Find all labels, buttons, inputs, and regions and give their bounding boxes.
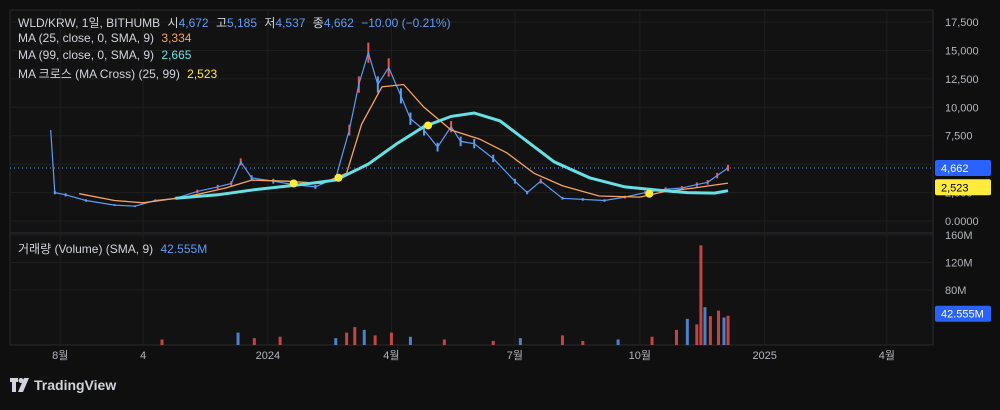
ma99-value: 2,665 bbox=[161, 48, 192, 62]
price-pane[interactable] bbox=[10, 10, 933, 233]
open-value: 4,672 bbox=[178, 16, 209, 30]
volume-bar[interactable] bbox=[695, 324, 699, 345]
volume-bar[interactable] bbox=[362, 329, 366, 345]
ma-cross-badge: 2,523 bbox=[941, 182, 969, 194]
ma25-line[interactable] bbox=[79, 83, 729, 204]
price-tick-label: 12,500 bbox=[945, 74, 979, 86]
time-tick-label: 4월 bbox=[879, 349, 895, 362]
volume-bar[interactable] bbox=[708, 316, 712, 345]
time-tick-label: 4 bbox=[140, 350, 146, 362]
volume-bar[interactable] bbox=[408, 336, 412, 345]
time-tick-label: 2024 bbox=[256, 350, 280, 362]
volume-legend[interactable]: 거래량 (Volume) (SMA, 9) 42.555M bbox=[18, 240, 211, 257]
volume-bar[interactable] bbox=[518, 338, 522, 345]
ma25-value: 3,334 bbox=[161, 31, 192, 45]
last-price-badge-bg bbox=[935, 159, 991, 176]
price-tick-label: 10,000 bbox=[945, 102, 979, 114]
volume-badge: 42.555M bbox=[941, 309, 984, 321]
high-label: 고 bbox=[215, 16, 227, 30]
volume-tick-label: 160M bbox=[945, 230, 973, 242]
volume-bar[interactable] bbox=[581, 340, 585, 345]
close-value: 4,662 bbox=[323, 16, 354, 30]
volume-bar[interactable] bbox=[160, 339, 164, 346]
price-tick-label: 7,500 bbox=[945, 131, 973, 143]
volume-bar[interactable] bbox=[726, 315, 730, 345]
volume-bar[interactable] bbox=[699, 245, 703, 345]
time-tick-label: 8월 bbox=[52, 349, 68, 362]
volume-bar[interactable] bbox=[345, 332, 349, 345]
volume-bar[interactable] bbox=[650, 336, 654, 345]
volume-bar[interactable] bbox=[334, 338, 338, 345]
ma-cross-label: MA 크로스 (MA Cross) (25, 99) bbox=[18, 67, 180, 81]
volume-value: 42.555M bbox=[160, 242, 208, 256]
volume-bar[interactable] bbox=[353, 327, 357, 345]
volume-bar[interactable] bbox=[278, 336, 282, 345]
volume-badge-bg bbox=[935, 305, 991, 322]
time-tick-label: 2025 bbox=[752, 350, 776, 362]
volume-tick-label: 80M bbox=[945, 285, 966, 297]
ma-cross-value: 2,523 bbox=[187, 67, 218, 81]
ma99-line[interactable] bbox=[175, 111, 729, 200]
ma-cross-point[interactable] bbox=[334, 173, 343, 182]
symbol-legend: WLD/KRW, 1일, BITHUMB 시4,672 고5,185 저4,53… bbox=[18, 14, 455, 31]
change-value: −10.00 (−0.21%) bbox=[361, 16, 451, 30]
volume-bar[interactable] bbox=[442, 339, 446, 346]
volume-bar[interactable] bbox=[236, 332, 240, 345]
tradingview-brand[interactable]: TradingView bbox=[10, 377, 116, 393]
ma25-label: MA (25, close, 0, SMA, 9) bbox=[18, 31, 155, 45]
volume-bar[interactable] bbox=[252, 338, 256, 345]
ma-cross-point[interactable] bbox=[289, 179, 298, 188]
ma99-legend[interactable]: MA (99, close, 0, SMA, 9) 2,665 bbox=[18, 48, 195, 62]
volume-bar[interactable] bbox=[722, 317, 726, 346]
volume-bar[interactable] bbox=[717, 310, 721, 345]
price-tick-label: 17,500 bbox=[945, 17, 979, 29]
time-tick-label: 7월 bbox=[507, 349, 523, 362]
close-label: 종 bbox=[312, 16, 324, 30]
volume-bar[interactable] bbox=[491, 340, 495, 345]
ma99-label: MA (99, close, 0, SMA, 9) bbox=[18, 48, 155, 62]
ma25-legend[interactable]: MA (25, close, 0, SMA, 9) 3,334 bbox=[18, 31, 195, 45]
volume-bar[interactable] bbox=[703, 307, 707, 345]
time-tick-label: 10월 bbox=[629, 349, 651, 362]
open-label: 시 bbox=[167, 16, 179, 30]
tradingview-logo-icon bbox=[10, 378, 29, 392]
volume-bar[interactable] bbox=[389, 332, 393, 345]
brand-name: TradingView bbox=[34, 377, 117, 393]
ma-cross-point[interactable] bbox=[424, 121, 433, 130]
last-price-badge: 4,662 bbox=[941, 163, 969, 175]
volume-bar[interactable] bbox=[674, 329, 678, 345]
volume-bar[interactable] bbox=[560, 335, 564, 345]
ma-cross-badge-bg bbox=[935, 179, 991, 196]
low-value: 4,537 bbox=[275, 16, 306, 30]
volume-bar[interactable] bbox=[685, 318, 689, 345]
volume-label: 거래량 (Volume) (SMA, 9) bbox=[18, 242, 154, 256]
price-tick-label: 0.0000 bbox=[945, 216, 979, 228]
price-tick-label: 15,000 bbox=[945, 45, 979, 57]
ma-cross-point[interactable] bbox=[645, 189, 654, 198]
volume-bar[interactable] bbox=[616, 339, 620, 346]
high-value: 5,185 bbox=[226, 16, 258, 30]
time-tick-label: 4월 bbox=[383, 349, 399, 362]
low-label: 저 bbox=[264, 16, 276, 30]
symbol-title: WLD/KRW, 1일, BITHUMB bbox=[18, 16, 161, 30]
volume-bar[interactable] bbox=[373, 335, 377, 345]
volume-tick-label: 120M bbox=[945, 258, 973, 270]
ma-cross-legend[interactable]: MA 크로스 (MA Cross) (25, 99) 2,523 bbox=[18, 65, 221, 82]
